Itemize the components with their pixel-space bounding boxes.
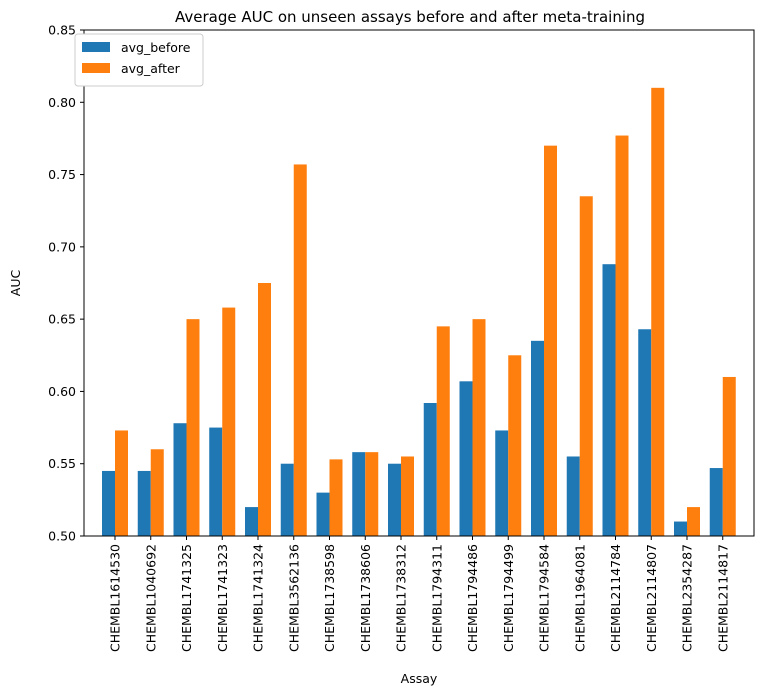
bar-avg-before-chembl2354287 <box>674 521 687 536</box>
bar-avg-before-chembl1964081 <box>566 456 580 536</box>
bar-avg-after-chembl1794311 <box>436 326 450 536</box>
bar-avg-after-chembl2114807 <box>651 87 665 536</box>
bar-avg-before-chembl1738606 <box>352 452 366 536</box>
bar-avg-after-chembl1794584 <box>544 145 557 536</box>
bar-avg-before-chembl1794311 <box>423 402 437 536</box>
x-axis: CHEMBL1614530 CHEMBL1040692 CHEMBL1741325 C… <box>108 536 730 652</box>
bar-avg-before-chembl1794486 <box>459 381 473 536</box>
x-tick-label: CHEMBL2114784 <box>608 544 623 652</box>
y-tick-label: 0.65 <box>48 312 76 327</box>
x-tick-label: CHEMBL1738312 <box>394 544 409 652</box>
chart-title: Average AUC on unseen assays before and … <box>175 8 645 26</box>
bar-avg-after-chembl1738606 <box>365 452 379 536</box>
legend: avg_before avg_after <box>74 33 204 87</box>
x-tick-label: CHEMBL1741324 <box>251 544 266 652</box>
y-tick-label: 0.70 <box>48 239 76 254</box>
x-tick-label: CHEMBL1614530 <box>108 544 123 652</box>
y-tick-label: 0.85 <box>48 23 76 38</box>
x-tick-label: CHEMBL2114817 <box>715 544 730 652</box>
bar-avg-after-chembl3562136 <box>293 164 307 537</box>
bar-avg-before-chembl2114784 <box>602 264 616 536</box>
x-tick-label: CHEMBL1794499 <box>501 544 516 652</box>
bar-avg-after-chembl1741323 <box>222 307 236 536</box>
bar-avg-after-chembl2114784 <box>615 135 629 536</box>
legend-label-avg-before: avg_before <box>121 40 191 55</box>
x-tick-label: CHEMBL2354287 <box>680 544 695 652</box>
bar-avg-before-chembl2114807 <box>638 329 652 536</box>
x-tick-label: CHEMBL1741323 <box>215 544 230 652</box>
x-tick-label: CHEMBL1794311 <box>429 544 444 652</box>
y-tick-label: 0.75 <box>48 167 76 182</box>
bar-avg-after-chembl1964081 <box>579 196 593 536</box>
y-axis-label: AUC <box>8 270 23 297</box>
legend-swatch-avg-before <box>82 42 110 52</box>
plot-frame <box>83 29 755 537</box>
bar-avg-before-chembl1794499 <box>495 430 509 536</box>
y-axis: 0.50 0.55 0.60 0.65 0.70 0.75 0.80 0.85 <box>48 23 84 544</box>
x-tick-label: CHEMBL1738598 <box>322 544 337 652</box>
x-tick-label: CHEMBL1040692 <box>143 544 158 652</box>
plot-area <box>102 87 736 537</box>
bar-avg-after-chembl2354287 <box>687 507 700 536</box>
legend-swatch-avg-after <box>82 63 110 73</box>
bar-avg-before-chembl1741324 <box>245 507 258 536</box>
x-tick-label: CHEMBL1794584 <box>537 544 552 652</box>
bar-avg-after-chembl1738598 <box>329 459 343 536</box>
bar-avg-before-chembl1738598 <box>316 492 330 536</box>
y-tick-label: 0.80 <box>48 95 76 110</box>
bar-avg-after-chembl1794499 <box>508 355 522 536</box>
bar-avg-before-chembl1040692 <box>137 470 151 536</box>
x-tick-label: CHEMBL3562136 <box>286 544 301 652</box>
bar-avg-after-chembl1614530 <box>115 430 128 536</box>
bar-avg-after-chembl1741325 <box>186 319 200 536</box>
x-axis-label: Assay <box>401 671 438 686</box>
bar-avg-before-chembl1741325 <box>173 423 187 536</box>
x-tick-label: CHEMBL2114807 <box>644 544 659 652</box>
bar-avg-after-chembl1040692 <box>150 449 164 536</box>
bar-avg-before-chembl1738312 <box>388 463 401 536</box>
bar-avg-after-chembl2114817 <box>722 376 736 536</box>
y-tick-label: 0.55 <box>48 456 76 471</box>
y-tick-label: 0.60 <box>48 384 76 399</box>
bar-avg-before-chembl2114817 <box>709 468 723 536</box>
x-tick-label: CHEMBL1741325 <box>179 544 194 652</box>
y-tick-label: 0.50 <box>48 529 76 544</box>
bar-avg-before-chembl1794584 <box>531 340 544 536</box>
bar-avg-before-chembl3562136 <box>280 463 294 536</box>
bar-avg-after-chembl1738312 <box>401 456 414 536</box>
bar-avg-before-chembl1614530 <box>102 470 115 536</box>
x-tick-label: CHEMBL1794486 <box>465 544 480 652</box>
bar-avg-after-chembl1794486 <box>472 319 486 536</box>
x-tick-label: CHEMBL1738606 <box>358 544 373 652</box>
bar-avg-before-chembl1741323 <box>209 427 223 536</box>
x-tick-label: CHEMBL1964081 <box>572 544 587 652</box>
legend-label-avg-after: avg_after <box>121 61 181 76</box>
bar-avg-after-chembl1741324 <box>258 283 271 536</box>
